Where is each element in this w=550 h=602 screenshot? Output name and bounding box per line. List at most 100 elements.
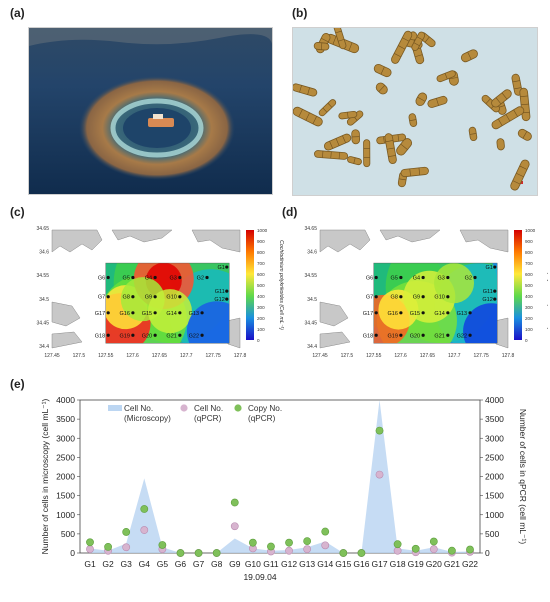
x-tick-label: G6 — [175, 559, 187, 569]
qpcr-cell-marker — [123, 544, 130, 551]
colorbar — [246, 230, 254, 340]
lon-tick-label: 127.45 — [312, 353, 328, 359]
colorbar-tick-label: 800 — [525, 250, 533, 255]
station-label: G10 — [166, 295, 176, 301]
station-label: G4 — [413, 275, 420, 281]
colorbar-tick-label: 900 — [525, 239, 533, 244]
qpcr-copy-marker — [412, 545, 419, 552]
station-marker — [399, 276, 402, 279]
station-label: G16 — [119, 311, 129, 317]
aerial-photo — [28, 27, 273, 195]
station-marker — [375, 276, 378, 279]
colorbar — [514, 230, 522, 340]
lat-tick-label: 34.4 — [307, 344, 317, 350]
colorbar-tick-label: 500 — [257, 283, 265, 288]
station-marker — [205, 276, 208, 279]
colorbar-label: Cochlodinium polykrikoides (Cell mL⁻¹) — [546, 240, 548, 330]
y-tick-right: 2500 — [485, 452, 504, 462]
colorbar-tick-label: 600 — [525, 272, 533, 277]
station-marker — [446, 276, 449, 279]
y-tick-right: 0 — [485, 548, 490, 558]
x-tick-label: G18 — [390, 559, 406, 569]
y-tick-right: 500 — [485, 529, 499, 539]
colorbar-tick-label: 200 — [525, 316, 533, 321]
station-label: G2 — [465, 275, 472, 281]
station-label: G12 — [214, 297, 224, 303]
station-label: G13 — [189, 311, 199, 317]
dinoflagellate-cell — [314, 42, 329, 50]
colorbar-tick-label: 300 — [257, 305, 265, 310]
x-tick-label: G3 — [121, 559, 133, 569]
station-label: G7 — [98, 295, 105, 301]
station-marker — [131, 276, 134, 279]
station-marker — [154, 276, 157, 279]
station-marker — [493, 290, 496, 293]
qpcr-copy-marker — [304, 538, 311, 545]
station-label: G7 — [366, 295, 373, 301]
x-tick-label: G1 — [84, 559, 96, 569]
colorbar-tick-label: 0 — [257, 338, 260, 343]
qpcr-copy-marker — [394, 541, 401, 548]
station-label: G13 — [457, 311, 467, 317]
station-label: G11 — [483, 289, 493, 295]
colorbar-tick-label: 500 — [525, 283, 533, 288]
x-tick-label: G10 — [245, 559, 261, 569]
y-tick-left: 1500 — [56, 491, 75, 501]
lat-tick-label: 34.65 — [36, 226, 49, 232]
station-marker — [107, 276, 110, 279]
y-tick-right: 4000 — [485, 395, 504, 405]
station-marker — [131, 311, 134, 314]
station-label: G17 — [363, 311, 373, 317]
station-label: G22 — [189, 333, 199, 339]
panel-label-a: (a) — [10, 6, 25, 20]
x-tick-label: G17 — [371, 559, 387, 569]
qpcr-copy-marker — [285, 539, 292, 546]
dinoflagellate-cell — [364, 140, 370, 167]
x-tick-label: G22 — [462, 559, 478, 569]
x-tick-label: G13 — [299, 559, 315, 569]
y-tick-left: 1000 — [56, 510, 75, 520]
lat-tick-label: 34.5 — [307, 297, 317, 303]
colorbar-tick-label: 900 — [257, 239, 265, 244]
colorbar-tick-label: 400 — [525, 294, 533, 299]
colorbar-tick-label: 1000 — [525, 228, 536, 233]
station-label: G3 — [437, 275, 444, 281]
lat-tick-label: 34.45 — [304, 320, 317, 326]
station-marker — [154, 334, 157, 337]
station-label: G3 — [169, 275, 176, 281]
station-marker — [200, 334, 203, 337]
station-marker — [422, 276, 425, 279]
qpcr-cell-marker — [376, 471, 383, 478]
lon-tick-label: 127.75 — [205, 353, 221, 359]
colorbar-tick-label: 100 — [525, 327, 533, 332]
legend-label: Cell No.(qPCR) — [194, 404, 223, 423]
qpcr-copy-marker — [340, 549, 347, 556]
colorbar-tick-label: 800 — [257, 250, 265, 255]
station-marker — [178, 295, 181, 298]
station-marker — [422, 334, 425, 337]
station-label: G18 — [363, 333, 373, 339]
station-label: G14 — [434, 311, 444, 317]
lat-tick-label: 34.6 — [39, 250, 49, 256]
x-tick-label: G8 — [211, 559, 223, 569]
qpcr-copy-marker — [466, 546, 473, 553]
station-marker — [422, 311, 425, 314]
qpcr-cell-marker — [141, 526, 148, 533]
qpcr-copy-marker — [322, 528, 329, 535]
x-tick-label: G9 — [229, 559, 241, 569]
colorbar-tick-label: 600 — [257, 272, 265, 277]
x-axis-label: 19.09.04 — [243, 572, 276, 582]
qpcr-copy-marker — [123, 528, 130, 535]
station-label: G10 — [434, 295, 444, 301]
qpcr-cell-marker — [285, 547, 292, 554]
x-tick-label: G2 — [102, 559, 114, 569]
qpcr-cell-marker — [322, 542, 329, 549]
station-label: G20 — [410, 333, 420, 339]
y-tick-left: 3000 — [56, 433, 75, 443]
lat-tick-label: 34.5 — [39, 297, 49, 303]
legend-label: Copy No.(qPCR) — [248, 404, 282, 423]
qpcr-cell-marker — [304, 546, 311, 553]
